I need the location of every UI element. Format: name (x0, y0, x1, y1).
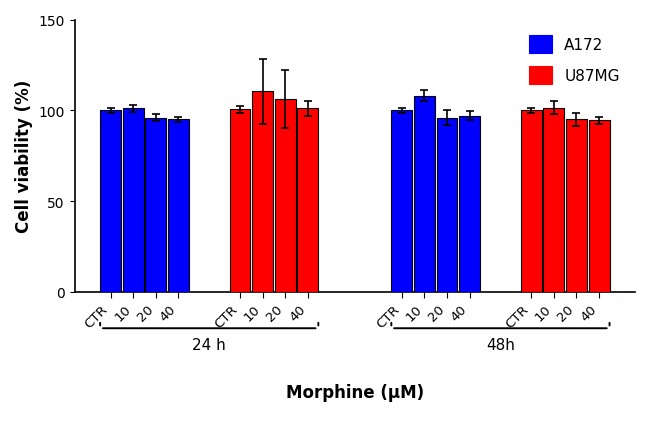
Bar (589, 121, 610, 292)
Bar (437, 118, 458, 292)
Y-axis label: Cell viability (%): Cell viability (%) (15, 80, 33, 233)
Bar (100, 111, 121, 292)
Bar (521, 111, 541, 292)
X-axis label: Morphine (μM): Morphine (μM) (286, 383, 424, 401)
Bar (460, 117, 480, 292)
Bar (566, 120, 587, 292)
Bar (543, 108, 564, 292)
Legend: A172, U87MG: A172, U87MG (521, 28, 627, 93)
Bar (252, 92, 273, 292)
Bar (275, 100, 296, 292)
Bar (229, 110, 250, 292)
Bar (298, 109, 318, 292)
Text: 24 h: 24 h (192, 338, 226, 353)
Bar (146, 118, 166, 292)
Bar (168, 120, 189, 292)
Bar (123, 109, 144, 292)
Bar (391, 111, 412, 292)
Bar (414, 96, 435, 292)
Text: 48h: 48h (486, 338, 515, 353)
